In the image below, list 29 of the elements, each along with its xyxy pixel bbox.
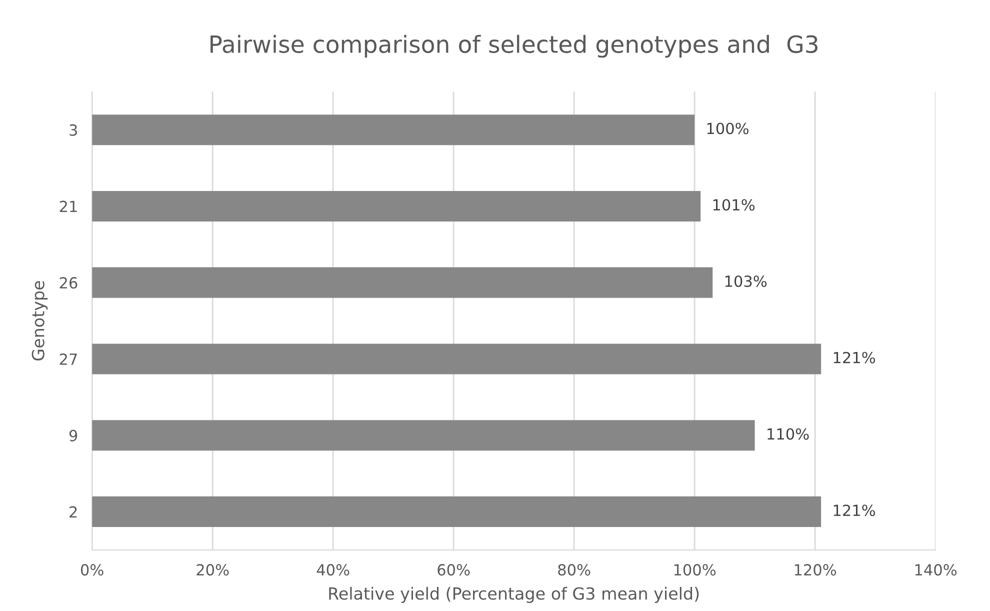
chart-title: Pairwise comparison of selected genotypes and G3 xyxy=(210,34,818,58)
y-tick-label: 9 xyxy=(69,430,78,442)
x-axis-title: Relative yield (Percentage of G3 mean yield) xyxy=(329,586,699,604)
y-tick-label: 21 xyxy=(60,200,77,212)
y-tick-label: 26 xyxy=(60,277,78,289)
y-tick-label: 27 xyxy=(60,353,77,365)
x-tick-label: 0% xyxy=(80,564,104,576)
data-label: 100% xyxy=(707,122,748,134)
x-tick-label: 40% xyxy=(316,564,350,576)
x-tick-label: 100% xyxy=(674,564,716,576)
bar xyxy=(92,496,822,527)
bar xyxy=(92,114,695,146)
data-label: 121% xyxy=(834,352,876,364)
data-label: 110% xyxy=(768,428,809,440)
y-tick-label: 2 xyxy=(70,506,77,518)
x-tick-label: 120% xyxy=(794,564,836,576)
x-tick-label: 80% xyxy=(558,564,590,576)
y-tick-label: 3 xyxy=(70,124,77,136)
data-label: 103% xyxy=(725,275,767,288)
data-label: 101% xyxy=(713,199,755,211)
bar xyxy=(92,344,822,374)
bar xyxy=(92,267,713,298)
bar xyxy=(92,190,701,222)
data-label: 121% xyxy=(834,504,876,516)
x-tick-label: 60% xyxy=(438,564,470,576)
x-tick-label: 140% xyxy=(915,564,957,576)
y-axis-title: Genotype xyxy=(32,281,48,360)
bar xyxy=(92,420,755,451)
x-tick-label: 20% xyxy=(196,564,229,576)
